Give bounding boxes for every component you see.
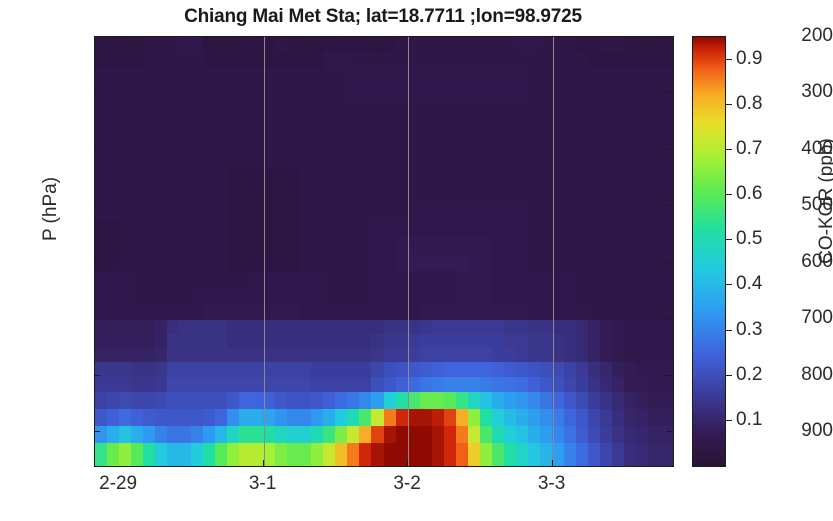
colorbar-tick-mark-0.9 <box>726 58 732 60</box>
x-tick-label-2-29: 2-29 <box>99 473 138 494</box>
colorbar-tick-mark-0.2 <box>726 374 732 376</box>
colorbar-tick-label-0.5: 0.5 <box>736 228 763 250</box>
y-tick-label-400: 400 <box>801 137 833 159</box>
y-tick-mark-right-800 <box>666 374 672 376</box>
y-tick-label-500: 500 <box>801 194 833 216</box>
colorbar-tick-mark-0.7 <box>726 148 732 150</box>
x-tick-label-3-2: 3-2 <box>393 473 421 494</box>
y-tick-mark-right-300 <box>666 92 672 94</box>
day-separator-line-2 <box>408 37 410 466</box>
heatmap-canvas <box>95 37 673 466</box>
y-axis-label: P (hPa) <box>40 176 61 242</box>
colorbar-tick-label-0.9: 0.9 <box>736 47 763 69</box>
y-tick-mark-600 <box>94 261 100 263</box>
colorbar-tick-mark-0.6 <box>726 194 732 196</box>
colorbar-tick-mark-0.1 <box>726 419 732 421</box>
heatmap-plot-area <box>94 36 674 467</box>
day-separator-line-3 <box>552 37 554 466</box>
colorbar-tick-label-0.3: 0.3 <box>736 318 763 340</box>
colorbar-tick-label-0.2: 0.2 <box>736 363 763 385</box>
colorbar <box>692 36 726 467</box>
colorbar-tick-label-0.6: 0.6 <box>736 183 763 205</box>
y-tick-mark-800 <box>94 374 100 376</box>
y-tick-mark-400 <box>94 148 100 150</box>
y-tick-mark-200 <box>94 36 100 37</box>
y-tick-mark-right-200 <box>666 36 672 37</box>
colorbar-tick-mark-0.5 <box>726 239 732 241</box>
y-tick-label-700: 700 <box>801 307 833 329</box>
colorbar-gradient <box>693 37 725 466</box>
y-tick-mark-right-400 <box>666 148 672 150</box>
page-title: Chiang Mai Met Sta; lat=18.7711 ;lon=98.… <box>184 6 582 27</box>
colorbar-tick-label-0.4: 0.4 <box>736 273 763 295</box>
x-tick-mark-3-1 <box>262 460 264 466</box>
y-tick-mark-900 <box>94 431 100 433</box>
y-tick-label-300: 300 <box>801 81 833 103</box>
colorbar-tick-mark-0.3 <box>726 329 732 331</box>
y-tick-mark-right-700 <box>666 318 672 320</box>
y-tick-label-600: 600 <box>801 250 833 272</box>
colorbar-tick-label-0.7: 0.7 <box>736 137 763 159</box>
colorbar-tick-label-0.8: 0.8 <box>736 92 763 114</box>
y-tick-mark-right-500 <box>666 205 672 207</box>
colorbar-tick-label-0.1: 0.1 <box>736 408 763 430</box>
y-tick-label-200: 200 <box>801 25 833 46</box>
colorbar-tick-mark-0.8 <box>726 103 732 105</box>
y-tick-label-800: 800 <box>801 363 833 385</box>
y-tick-mark-500 <box>94 205 100 207</box>
colorbar-label: CO-KOR (ppb) <box>816 138 833 264</box>
colorbar-tick-mark-0.4 <box>726 284 732 286</box>
x-tick-label-3-3: 3-3 <box>537 473 566 494</box>
y-tick-label-900: 900 <box>801 420 833 442</box>
day-separator-line-1 <box>263 37 265 466</box>
y-tick-mark-right-600 <box>666 261 672 263</box>
y-tick-mark-300 <box>94 92 100 94</box>
y-tick-mark-700 <box>94 318 100 320</box>
x-tick-label-3-1: 3-1 <box>248 473 277 494</box>
x-tick-mark-3-3 <box>551 460 553 466</box>
y-tick-mark-right-900 <box>666 431 672 433</box>
x-tick-mark-3-2 <box>407 460 409 466</box>
